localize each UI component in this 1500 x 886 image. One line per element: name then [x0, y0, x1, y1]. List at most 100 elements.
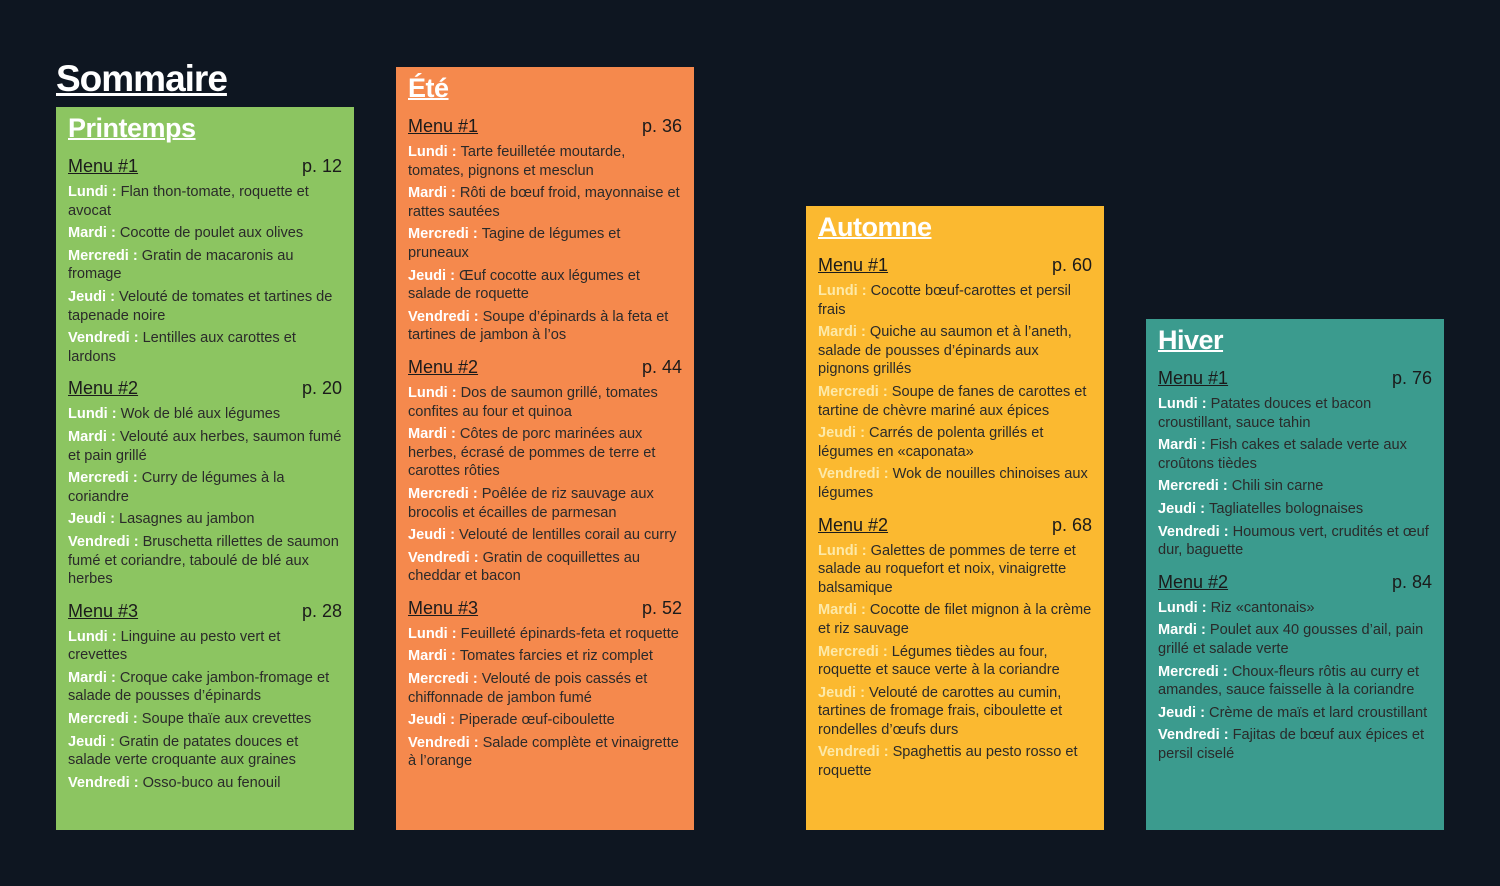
page-title: Sommaire: [56, 58, 228, 99]
dish: Patates douces et bacon croustillant, sa…: [1158, 396, 1372, 431]
menu-page: p. 76: [1391, 368, 1432, 388]
day-name: Jeudi :: [818, 684, 866, 701]
season-column: Automne Menu #1 p. 60 Lundi : Cocotte bœuf-c…: [806, 206, 1104, 830]
dish: Crème de maïs et lard croustillant: [1209, 704, 1428, 721]
menu-day: Vendredi : Gratin de coquillettes au ched…: [408, 549, 682, 586]
menu: Menu #3 p. 28 Lundi : Linguine au pesto ver…: [68, 601, 342, 793]
day-name: Vendredi :: [68, 533, 139, 550]
dish: Cocotte de filet mignon à la crème et ri…: [818, 602, 1092, 637]
day-name: Jeudi :: [818, 425, 866, 442]
day-name: Vendredi :: [408, 308, 479, 325]
menu-day: Vendredi : Bruschetta rillettes de saumon…: [68, 533, 342, 589]
menu-page: p. 12: [301, 156, 342, 176]
dish: Velouté de tomates et tartines de tapena…: [68, 288, 333, 324]
dish: Velouté de lentilles corail au curry: [459, 527, 677, 544]
day-name: Lundi :: [68, 184, 117, 200]
dish: Houmous vert, crudités et œuf dur, bague…: [1158, 523, 1429, 559]
dish: Chili sin carne: [1231, 478, 1324, 495]
menu-day: Mardi : Fish cakes et salade verte aux cr…: [1158, 436, 1432, 473]
dish: Soupe d’épinards à la feta et tartines d…: [408, 308, 669, 344]
season-column: Été Menu #1 p. 36 Lundi : Tarte feuilletée m…: [396, 67, 694, 830]
menu-day: Jeudi : Velouté de lentilles corail au cu…: [408, 526, 682, 545]
menu: Menu #1 p. 60 Lundi : Cocotte bœuf-carottes…: [818, 255, 1092, 503]
dish: Galettes de pommes de terre et salade au…: [818, 542, 1076, 596]
day-name: Mardi :: [68, 669, 116, 686]
dish: Gratin de macaronis au fromage: [68, 247, 294, 283]
menu-day: Jeudi : Crème de maïs et lard croustillan…: [1158, 704, 1432, 723]
menu-heading: Menu #3 p. 52: [408, 598, 682, 619]
menu-day: Vendredi : Lentilles aux carottes et lard…: [68, 329, 342, 366]
menu-day: Mardi : Velouté aux herbes, saumon fumé e…: [68, 428, 342, 465]
menu-page: p. 84: [1391, 571, 1432, 592]
menu-page: p. 28: [301, 600, 342, 621]
menu-day: Vendredi : Osso-buco au fenouil: [68, 774, 342, 793]
menu-heading: Menu #1 p. 60: [818, 255, 1092, 276]
day-name: Vendredi :: [1158, 727, 1229, 744]
day-name: Mardi :: [1158, 437, 1206, 454]
menu-label: Menu #1: [68, 156, 139, 176]
menu-day: Mardi : Tomates farcies et riz complet: [408, 647, 682, 666]
dish: Poulet aux 40 gousses d’ail, pain grillé…: [1158, 622, 1424, 657]
day-name: Lundi :: [408, 144, 457, 160]
menu-page: p. 68: [1051, 514, 1092, 535]
season-title: Printemps: [68, 113, 196, 143]
menu: Menu #1 p. 12 Lundi : Flan thon-tomate, roq…: [68, 156, 342, 366]
day-name: Vendredi :: [818, 744, 889, 761]
dish: Tomates farcies et riz complet: [459, 648, 653, 665]
day-name: Mercredi :: [1158, 663, 1228, 680]
menu-day: Lundi : Cocotte bœuf-carottes et persil f…: [818, 282, 1092, 319]
dish: Riz «cantonais»: [1210, 599, 1315, 616]
menu-day: Vendredi : Wok de nouilles chinoises aux …: [818, 465, 1092, 502]
menu-day: Jeudi : Velouté de carottes au cumin, tar…: [818, 684, 1092, 740]
dish: Spaghettis au pesto rosso et roquette: [818, 744, 1078, 780]
day-name: Lundi :: [68, 406, 117, 423]
menu-day: Vendredi : Houmous vert, crudités et œuf …: [1158, 523, 1432, 560]
menu-label: Menu #1: [1158, 368, 1229, 388]
day-name: Mardi :: [408, 185, 456, 202]
menu: Menu #1 p. 36 Lundi : Tarte feuilletée mout…: [408, 116, 682, 345]
day-name: Jeudi :: [408, 267, 456, 284]
day-name: Mercredi :: [408, 485, 478, 502]
day-name: Jeudi :: [408, 712, 456, 729]
day-name: Mercredi :: [68, 711, 138, 728]
menu-heading: Menu #1 p. 76: [1158, 368, 1432, 389]
dish: Feuilleté épinards-feta et roquette: [460, 625, 679, 642]
day-name: Lundi :: [68, 628, 117, 645]
menu-day: Mardi : Croque cake jambon-fromage et sal…: [68, 669, 342, 706]
menu-day: Vendredi : Salade complète et vinaigrette…: [408, 734, 682, 771]
menu-day: Mercredi : Poêlée de riz sauvage aux broc…: [408, 485, 682, 522]
menu-day: Lundi : Dos de saumon grillé, tomates con…: [408, 384, 682, 421]
dish: Wok de blé aux légumes: [120, 406, 281, 423]
menu-label: Menu #2: [818, 514, 889, 535]
day-name: Jeudi :: [1158, 500, 1206, 517]
menu-day: Lundi : Patates douces et bacon croustill…: [1158, 395, 1432, 432]
menu-page: p. 36: [641, 116, 682, 136]
menu-day: Lundi : Riz «cantonais»: [1158, 599, 1432, 618]
dish: Tagine de légumes et pruneaux: [408, 226, 621, 261]
day-name: Vendredi :: [68, 774, 139, 791]
menu-heading: Menu #3 p. 28: [68, 601, 342, 622]
dish: Dos de saumon grillé, tomates confites a…: [408, 384, 658, 420]
dish: Poêlée de riz sauvage aux brocolis et éc…: [408, 485, 654, 521]
menu-page: p. 44: [641, 356, 682, 377]
day-name: Mardi :: [1158, 622, 1206, 639]
dish: Carrés de polenta grillés et légumes en …: [818, 425, 1044, 460]
menu-day: Mercredi : Chili sin carne: [1158, 477, 1432, 496]
dish: Croque cake jambon-fromage et salade de …: [68, 669, 330, 705]
day-name: Jeudi :: [68, 511, 116, 528]
menu-day: Vendredi : Spaghettis au pesto rosso et r…: [818, 743, 1092, 780]
day-name: Mardi :: [68, 225, 116, 242]
menu-day: Jeudi : Gratin de patates douces et salad…: [68, 733, 342, 770]
menu-heading: Menu #2 p. 20: [68, 378, 342, 399]
menu-day: Jeudi : Œuf cocotte aux légumes et salade…: [408, 267, 682, 304]
dish: Fish cakes et salade verte aux croûtons …: [1158, 437, 1407, 472]
dish: Linguine au pesto vert et crevettes: [68, 628, 281, 664]
season-title: Été: [408, 73, 449, 103]
season-title: Hiver: [1158, 325, 1224, 355]
day-name: Mardi :: [68, 428, 116, 445]
day-name: Jeudi :: [408, 527, 456, 544]
dish: Velouté de carottes au cumin, tartines d…: [818, 684, 1063, 738]
day-name: Mardi :: [408, 648, 456, 665]
menu-label: Menu #1: [818, 255, 889, 275]
